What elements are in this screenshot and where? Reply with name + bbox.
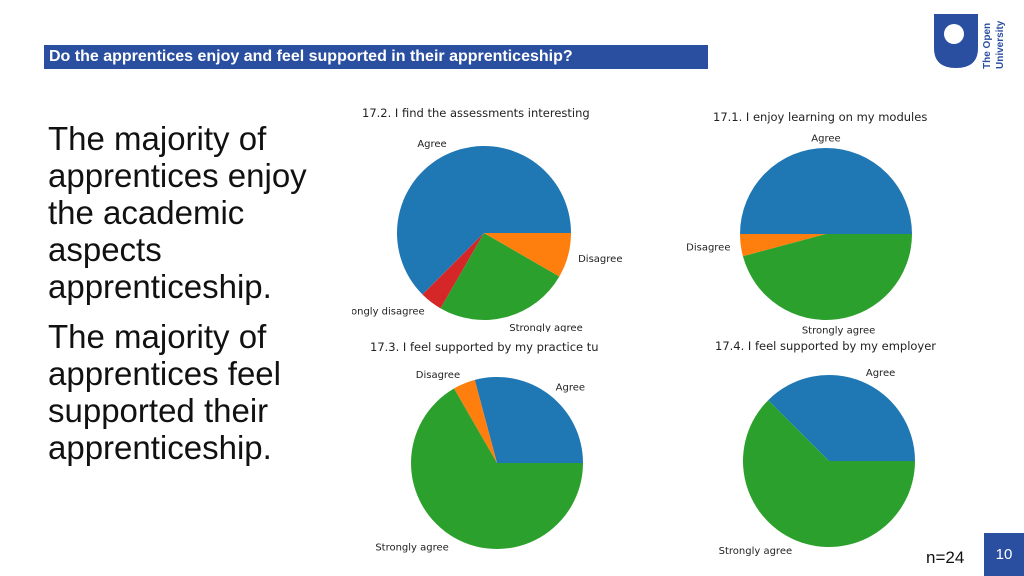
chart-title: 17.2. I find the assessments interesting bbox=[362, 106, 590, 120]
pie-slice-agree bbox=[397, 146, 571, 295]
logo-wordmark: The Open University bbox=[980, 17, 1010, 71]
pie-slice-agree bbox=[768, 375, 915, 461]
pie-slice-strongly-disagree bbox=[422, 233, 484, 309]
slice-label-agree: Agree bbox=[866, 368, 895, 379]
paragraph-enjoy: The majority of apprentices enjoy the ac… bbox=[48, 120, 307, 305]
open-university-logo bbox=[934, 14, 1014, 72]
slide-title: Do the apprentices enjoy and feel suppor… bbox=[44, 45, 708, 69]
pie-chart-practice-tutor: 17.3. I feel supported by my practice tu… bbox=[370, 340, 598, 553]
slice-label-strongly-disagree: Strongly disagree bbox=[352, 306, 425, 317]
logo-line-1: The Open bbox=[982, 22, 993, 69]
slice-label-agree: Agree bbox=[417, 139, 446, 150]
pie-slice-disagree bbox=[484, 233, 571, 277]
paragraph-supported: The majority of apprentices feel support… bbox=[48, 318, 281, 466]
pie-slice-strongly-agree bbox=[742, 234, 912, 321]
slice-label-agree: Agree bbox=[811, 134, 840, 145]
logo-line-2: University bbox=[995, 20, 1006, 69]
chart-title: 17.4. I feel supported by my employer bbox=[715, 339, 936, 353]
pie-slice-agree bbox=[740, 148, 912, 234]
slice-label-strongly-agree: Strongly agree bbox=[509, 323, 583, 332]
pie-chart-assessments: 17.2. I find the assessments interesting… bbox=[352, 106, 622, 332]
page-number: 10 bbox=[984, 533, 1024, 576]
pie-chart-employer: 17.4. I feel supported by my employer Agr… bbox=[715, 339, 936, 557]
pie-chart-modules: 17.1. I enjoy learning on my modules Agre… bbox=[686, 110, 927, 336]
pie-slice-disagree bbox=[454, 379, 497, 463]
pie-slice-disagree bbox=[740, 234, 826, 257]
sample-size-label: n=24 bbox=[926, 548, 965, 567]
slice-label-disagree: Disagree bbox=[686, 243, 730, 254]
logo-shield-icon bbox=[934, 14, 978, 68]
slice-label-strongly-agree: Strongly agree bbox=[719, 546, 793, 557]
slice-label-disagree: Disagree bbox=[578, 254, 622, 265]
pie-slice-strongly-agree bbox=[411, 388, 583, 549]
slice-label-disagree: Disagree bbox=[416, 370, 460, 381]
chart-title: 17.1. I enjoy learning on my modules bbox=[713, 110, 927, 124]
slice-label-agree: Agree bbox=[556, 383, 585, 394]
slice-label-strongly-agree: Strongly agree bbox=[802, 325, 876, 336]
pie-slice-strongly-agree bbox=[743, 400, 915, 547]
pie-slice-strongly-agree bbox=[440, 233, 560, 320]
pie-slice-agree bbox=[474, 377, 583, 463]
chart-title: 17.3. I feel supported by my practice tu… bbox=[370, 340, 598, 354]
slice-label-strongly-agree: Strongly agree bbox=[375, 542, 449, 553]
